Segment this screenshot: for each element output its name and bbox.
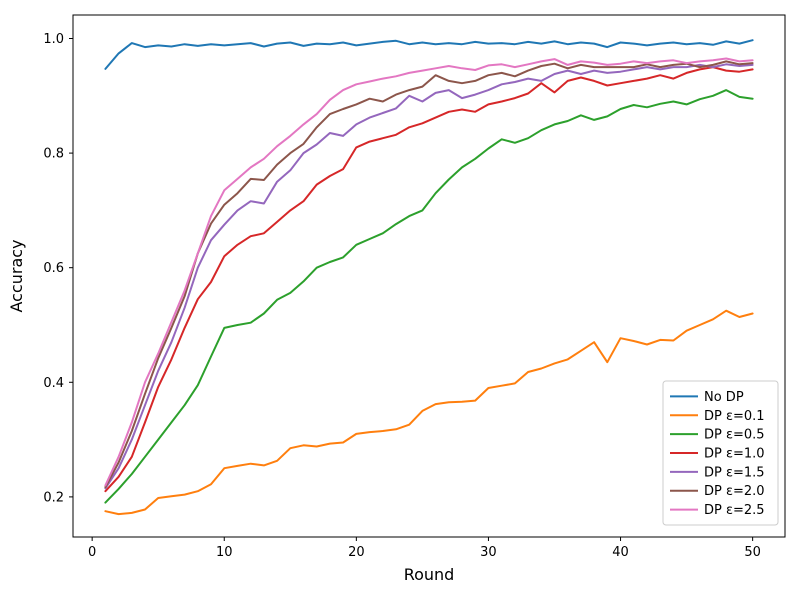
series-line bbox=[104, 39, 754, 70]
y-tick-label: 0.4 bbox=[43, 376, 64, 391]
legend: No DP DP ε=0.1 DP ε=0.5 DP ε=1.0 DP ε=1.5 DP … bbox=[662, 380, 779, 526]
legend-label: DP ε=1.0 bbox=[704, 447, 765, 462]
legend-item: DP ε=1.0 bbox=[670, 447, 765, 462]
legend-label: No DP bbox=[704, 390, 744, 405]
y-tick-label: 0.8 bbox=[43, 147, 64, 162]
series-line bbox=[104, 60, 754, 489]
legend-item: No DP bbox=[670, 390, 744, 405]
x-ticks: 0 10 20 30 40 50 bbox=[88, 537, 761, 560]
x-tick-label: 0 bbox=[88, 545, 96, 560]
series-line bbox=[104, 309, 754, 516]
x-axis-label: Round bbox=[404, 565, 455, 584]
legend-item: DP ε=0.5 bbox=[670, 428, 765, 443]
legend-label: DP ε=0.5 bbox=[704, 428, 765, 443]
y-tick-label: 1.0 bbox=[43, 32, 64, 47]
y-tick-label: 0.2 bbox=[43, 490, 64, 505]
x-tick-label: 50 bbox=[744, 545, 761, 560]
legend-label: DP ε=0.1 bbox=[704, 409, 765, 424]
x-tick-label: 20 bbox=[348, 545, 365, 560]
x-tick-label: 10 bbox=[216, 545, 233, 560]
legend-box bbox=[662, 380, 779, 526]
series-line bbox=[104, 57, 754, 487]
y-ticks: 0.2 0.4 0.6 0.8 1.0 bbox=[43, 32, 73, 505]
legend-label: DP ε=2.0 bbox=[704, 484, 765, 499]
series-lines bbox=[104, 39, 754, 516]
legend-item: DP ε=2.0 bbox=[670, 484, 765, 499]
series-line bbox=[104, 66, 754, 493]
legend-label: DP ε=2.5 bbox=[704, 503, 765, 518]
series-line bbox=[104, 63, 754, 490]
legend-item: DP ε=0.1 bbox=[670, 409, 765, 424]
legend-item: DP ε=1.5 bbox=[670, 465, 765, 480]
y-axis-label: Accuracy bbox=[7, 239, 26, 312]
x-tick-label: 40 bbox=[612, 545, 629, 560]
legend-label: DP ε=1.5 bbox=[704, 465, 765, 480]
x-tick-label: 30 bbox=[480, 545, 497, 560]
legend-item: DP ε=2.5 bbox=[670, 503, 765, 518]
plot-area bbox=[72, 14, 786, 538]
series-line bbox=[104, 89, 754, 504]
y-tick-label: 0.6 bbox=[43, 261, 64, 276]
